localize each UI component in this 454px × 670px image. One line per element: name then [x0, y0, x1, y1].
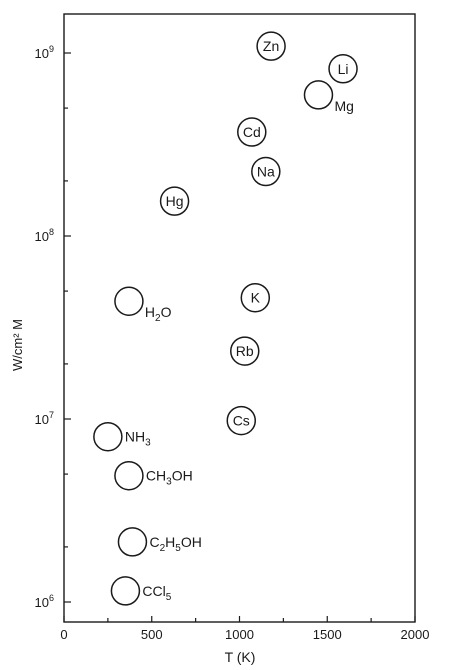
point-label: CCl5 — [142, 583, 171, 603]
y-tick-label: 106 — [35, 593, 54, 610]
plot-frame — [63, 13, 416, 623]
point-na: Na — [251, 156, 281, 187]
point-marker — [328, 54, 358, 84]
y-axis: 106 107 108 109 — [35, 44, 71, 610]
point-marker — [230, 336, 260, 366]
point-marker — [256, 31, 286, 61]
point-label: NH3 — [125, 429, 151, 449]
point-marker — [159, 186, 190, 216]
x-tick-label: 500 — [141, 627, 163, 642]
y-tick-label: 108 — [35, 227, 54, 244]
point-label: C2H5OH — [149, 534, 201, 554]
point-marker — [117, 527, 148, 557]
point-label: K — [251, 290, 261, 306]
point-marker — [93, 421, 123, 452]
y-axis-label: W/cm² M — [10, 319, 25, 371]
x-tick-label: 2000 — [401, 627, 430, 642]
point-nh3: NH3 — [93, 421, 151, 452]
point-label: Li — [338, 61, 349, 77]
point-h2o: H2O — [114, 286, 172, 324]
point-rb: Rb — [230, 336, 260, 366]
point-marker — [303, 80, 334, 110]
point-li: Li — [328, 54, 358, 84]
point-label: Cd — [243, 124, 261, 140]
y-tick-label: 107 — [35, 410, 54, 427]
point-ccl5: CCl5 — [110, 576, 172, 606]
point-cs: Cs — [226, 405, 257, 436]
point-marker — [110, 576, 141, 606]
point-marker — [114, 460, 144, 491]
x-axis: 0 500 1000 1500 2000 — [60, 616, 429, 642]
point-marker — [226, 405, 257, 436]
point-marker — [237, 117, 267, 147]
point-label: Hg — [166, 193, 184, 209]
y-tick-label: 109 — [35, 44, 54, 61]
data-points: Zn Li Mg Cd Na Hg H2O K Rb Cs NH3 CH3OH C2H5OH CCl5 — [93, 31, 358, 606]
point-label: Mg — [334, 98, 353, 114]
point-label: Rb — [236, 343, 254, 359]
point-marker — [114, 286, 144, 316]
point-cd: Cd — [237, 117, 267, 147]
point-label: Na — [257, 164, 275, 180]
point-ch3oh: CH3OH — [114, 460, 193, 491]
point-marker — [240, 282, 271, 313]
point-label: CH3OH — [146, 468, 193, 488]
x-axis-label: T (K) — [225, 649, 256, 665]
point-label: Zn — [263, 38, 279, 54]
point-mg: Mg — [303, 80, 354, 114]
point-hg: Hg — [159, 186, 190, 216]
point-zn: Zn — [256, 31, 286, 61]
point-label: Cs — [233, 413, 250, 429]
x-tick-label: 1000 — [225, 627, 254, 642]
point-label: H2O — [145, 304, 172, 324]
x-tick-label: 1500 — [313, 627, 342, 642]
point-k: K — [240, 282, 271, 313]
point-c2h5oh: C2H5OH — [117, 527, 202, 557]
x-tick-label: 0 — [60, 627, 67, 642]
point-marker — [251, 156, 281, 187]
